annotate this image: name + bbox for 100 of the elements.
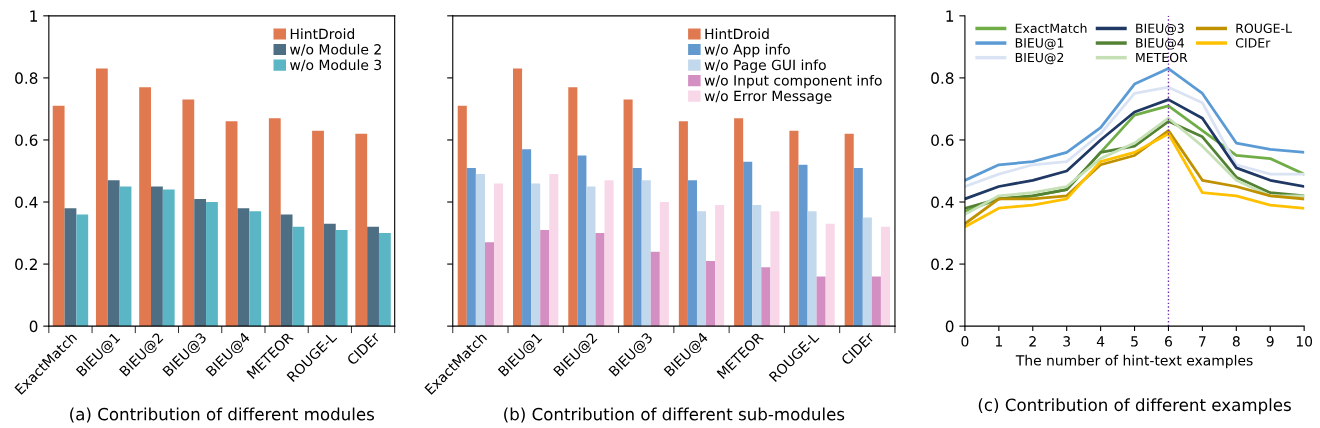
bar: [292, 226, 305, 327]
bar: [880, 226, 890, 327]
bar: [249, 211, 262, 327]
bar: [678, 121, 688, 327]
bar: [225, 121, 238, 327]
x-tick-label: 4: [1096, 336, 1105, 347]
x-tick-label: 9: [1266, 336, 1274, 347]
bar: [816, 276, 826, 327]
bar: [853, 167, 863, 327]
bar: [752, 205, 762, 327]
bar: [659, 202, 669, 327]
y-tick-label: 0: [945, 320, 954, 333]
x-tick-label: 2: [1029, 336, 1036, 347]
legend-label: BIEU@2: [1015, 52, 1064, 65]
bar: [457, 105, 467, 327]
legend-label: w/o Module 2: [290, 43, 381, 56]
text: (c) Contribution of different examples: [978, 398, 1291, 415]
bar: [323, 223, 336, 327]
bar: [595, 233, 605, 327]
bar: [825, 223, 835, 327]
bar: [798, 164, 808, 327]
line-series: [964, 67, 1305, 182]
legend-label: w/o Module 3: [290, 59, 382, 72]
bar: [312, 130, 324, 327]
legend-label: CIDEr: [1235, 38, 1271, 48]
legend-label: w/o Error Message: [704, 90, 832, 104]
y-tick-label: 0.4: [15, 196, 38, 209]
bar: [367, 226, 379, 327]
bar: [568, 87, 578, 327]
bar: [586, 186, 596, 327]
y-tick-label: 0.2: [15, 258, 37, 271]
y-tick-label: 1: [946, 10, 954, 22]
bar: [151, 186, 163, 327]
bar: [641, 180, 651, 327]
bar: [475, 174, 485, 327]
bar: [696, 211, 707, 327]
bar: [107, 180, 120, 327]
y-tick-label: 0.6: [15, 134, 38, 146]
bar: [549, 174, 559, 327]
bar: [871, 276, 881, 327]
bar: [466, 167, 476, 327]
y-tick-label: 1: [30, 10, 38, 22]
bar: [513, 68, 523, 327]
bar: [182, 99, 195, 327]
bar: [139, 87, 152, 327]
x-axis-title: The number of hint-text examples: [1015, 354, 1253, 369]
legend-label: ROUGE-L: [1236, 23, 1292, 34]
bar: [632, 167, 642, 327]
y-tick-label: 0.2: [931, 258, 953, 271]
bar: [844, 133, 854, 327]
line-series: [964, 98, 1305, 201]
legend-label: BIEU@3: [1136, 23, 1184, 36]
bar: [650, 251, 660, 327]
x-tick-label: 10: [1296, 336, 1313, 347]
bar: [577, 155, 587, 327]
bar: [95, 68, 108, 327]
bar: [522, 149, 532, 327]
bar: [194, 198, 207, 327]
x-tick-label: 0: [961, 336, 969, 347]
bar: [715, 205, 725, 327]
y-tick-label: 0.8: [931, 72, 954, 84]
bar: [335, 229, 348, 327]
legend-label: w/o App info: [704, 43, 790, 58]
legend-label: HintDroid: [290, 28, 355, 40]
bar: [206, 202, 218, 327]
y-tick-label: 0.8: [15, 72, 38, 84]
bar: [761, 267, 771, 327]
bar: [540, 229, 550, 327]
y-tick-label: 0: [29, 320, 38, 333]
line-series: [964, 85, 1305, 188]
legend-label: METEOR: [1136, 52, 1188, 63]
bar: [687, 180, 697, 327]
bar: [52, 105, 65, 327]
bar: [268, 118, 281, 327]
bar: [807, 211, 817, 327]
x-tick-label: 6: [1165, 336, 1173, 347]
legend-label: w/o Input component info: [704, 74, 882, 89]
bar: [484, 242, 494, 327]
x-tick-label: 5: [1131, 336, 1138, 347]
x-tick-label: 3: [1063, 336, 1070, 347]
legend-label: HintDroid: [705, 28, 769, 40]
bar: [355, 133, 368, 327]
text: (b) Contribution of different sub-modules: [504, 407, 845, 423]
bar: [770, 211, 780, 327]
legend-label: BIEU@1: [1015, 38, 1064, 50]
bar: [237, 208, 250, 327]
legend-label: ExactMatch: [1015, 23, 1087, 34]
bar: [604, 180, 614, 327]
y-tick-label: 0.4: [931, 196, 954, 209]
bar: [64, 208, 77, 327]
legend-label: w/o Page GUI info: [704, 59, 826, 73]
x-tick-label: 1: [995, 336, 1002, 347]
bar: [280, 214, 293, 327]
bar: [734, 118, 744, 327]
bar: [623, 99, 633, 327]
bar: [862, 217, 872, 327]
bar: [119, 186, 132, 327]
x-tick-label: 8: [1232, 336, 1240, 347]
bar: [76, 214, 89, 327]
y-tick-label: 0.6: [931, 134, 954, 146]
